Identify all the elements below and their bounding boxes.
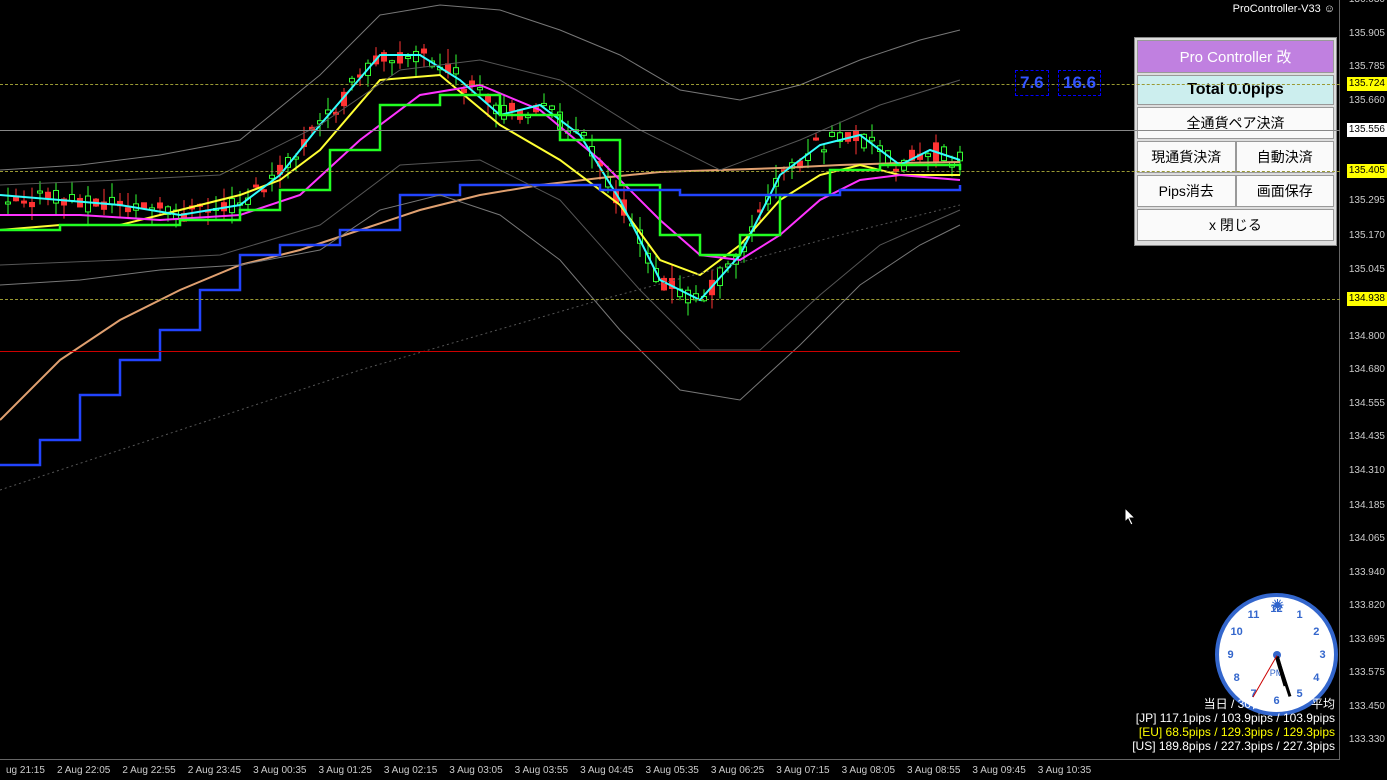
close-all-pairs-button[interactable]: 全通貨ペア決済 <box>1137 107 1334 139</box>
y-tick: 134.065 <box>1349 533 1385 545</box>
ma-tan <box>0 162 960 420</box>
close-panel-button[interactable]: x 閉じる <box>1137 209 1334 241</box>
y-highlight: 135.405 <box>1347 164 1387 178</box>
x-tick: 2 Aug 22:55 <box>116 765 181 776</box>
clock-number: 1 <box>1296 609 1302 621</box>
close-current-button[interactable]: 現通貨決済 <box>1137 141 1236 173</box>
x-tick: 3 Aug 08:05 <box>836 765 901 776</box>
x-tick: 2 Aug 22:05 <box>51 765 116 776</box>
panel-total: Total 0.0pips <box>1137 75 1334 105</box>
ma-yellow <box>0 75 960 275</box>
app-title: ProController-V33 ☺ <box>1233 3 1335 15</box>
clock-number: 8 <box>1234 672 1240 684</box>
bb-lower2 <box>0 160 960 350</box>
zigzag <box>0 205 960 490</box>
x-tick: ug 21:15 <box>0 765 51 776</box>
x-tick: 3 Aug 09:45 <box>966 765 1031 776</box>
level-line <box>0 171 1340 172</box>
y-tick: 134.310 <box>1349 465 1385 477</box>
stats-block: 当日 / 30日 平均 [JP] 117.1pips / 103.9pips /… <box>1132 697 1335 753</box>
clock-number: 3 <box>1319 649 1325 661</box>
screenshot-button[interactable]: 画面保存 <box>1236 175 1335 207</box>
level-line <box>0 84 1340 85</box>
auto-close-button[interactable]: 自動決済 <box>1236 141 1335 173</box>
y-tick: 133.940 <box>1349 567 1385 579</box>
clock-number: 10 <box>1231 626 1243 638</box>
y-tick: 133.695 <box>1349 634 1385 646</box>
y-tick: 135.295 <box>1349 195 1385 207</box>
x-tick: 3 Aug 05:35 <box>639 765 704 776</box>
pip-box: 7.6 <box>1015 70 1049 96</box>
x-tick: 3 Aug 03:55 <box>509 765 574 776</box>
y-highlight: 135.556 <box>1347 123 1387 137</box>
panel-title: Pro Controller 改 <box>1137 40 1334 73</box>
controller-panel: Pro Controller 改 Total 0.0pips 全通貨ペア決済 現… <box>1134 37 1337 246</box>
clock-number: 9 <box>1227 649 1233 661</box>
level-line <box>0 299 1340 300</box>
stats-us: [US] 189.8pips / 227.3pips / 227.3pips <box>1132 739 1335 753</box>
x-tick: 3 Aug 08:55 <box>901 765 966 776</box>
y-tick: 135.905 <box>1349 28 1385 40</box>
y-tick: 134.800 <box>1349 331 1385 343</box>
x-tick: 3 Aug 07:15 <box>770 765 835 776</box>
x-tick: 3 Aug 06:25 <box>705 765 770 776</box>
y-tick: 135.660 <box>1349 95 1385 107</box>
ma-blue <box>0 185 960 465</box>
x-tick: 3 Aug 01:25 <box>313 765 378 776</box>
y-tick: 134.680 <box>1349 364 1385 376</box>
clock-number: 11 <box>1248 609 1260 621</box>
y-tick: 134.185 <box>1349 500 1385 512</box>
y-tick: 135.785 <box>1349 61 1385 73</box>
pips-clear-button[interactable]: Pips消去 <box>1137 175 1236 207</box>
price-line <box>0 130 1340 131</box>
ma-green <box>0 95 960 255</box>
stats-jp: [JP] 117.1pips / 103.9pips / 103.9pips <box>1132 711 1335 725</box>
y-tick: 136.030 <box>1349 0 1385 6</box>
y-tick: 134.555 <box>1349 398 1385 410</box>
price-axis: 136.030135.905135.785135.660135.540135.4… <box>1339 0 1387 760</box>
stats-eu: [EU] 68.5pips / 129.3pips / 129.3pips <box>1132 725 1335 739</box>
y-tick: 135.170 <box>1349 230 1385 242</box>
x-tick: 2 Aug 23:45 <box>182 765 247 776</box>
clock-number: 4 <box>1313 672 1319 684</box>
x-tick: 3 Aug 00:35 <box>247 765 312 776</box>
y-tick: 133.820 <box>1349 600 1385 612</box>
time-axis: ug 21:152 Aug 22:052 Aug 22:552 Aug 23:4… <box>0 759 1340 780</box>
stats-header: 当日 / 30日 平均 <box>1132 697 1335 711</box>
ma-magenta <box>0 85 960 260</box>
x-tick: 3 Aug 04:45 <box>574 765 639 776</box>
x-tick: 3 Aug 10:35 <box>1032 765 1097 776</box>
y-tick: 133.575 <box>1349 667 1385 679</box>
y-tick: 133.330 <box>1349 734 1385 746</box>
y-highlight: 135.724 <box>1347 77 1387 91</box>
y-highlight: 134.938 <box>1347 292 1387 306</box>
clock-number: 2 <box>1313 626 1319 638</box>
stop-line <box>0 351 960 352</box>
x-tick: 3 Aug 02:15 <box>378 765 443 776</box>
pip-box: 16.6 <box>1058 70 1101 96</box>
x-tick: 3 Aug 03:05 <box>443 765 508 776</box>
y-tick: 133.450 <box>1349 701 1385 713</box>
y-tick: 135.045 <box>1349 264 1385 276</box>
y-tick: 134.435 <box>1349 431 1385 443</box>
